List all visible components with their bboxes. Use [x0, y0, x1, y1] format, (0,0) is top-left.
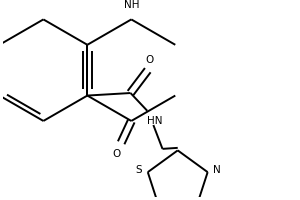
Text: O: O: [112, 149, 120, 159]
Text: HN: HN: [147, 116, 163, 126]
Text: S: S: [135, 165, 142, 175]
Text: O: O: [146, 55, 154, 65]
Text: N: N: [213, 165, 221, 175]
Text: NH: NH: [124, 0, 139, 10]
